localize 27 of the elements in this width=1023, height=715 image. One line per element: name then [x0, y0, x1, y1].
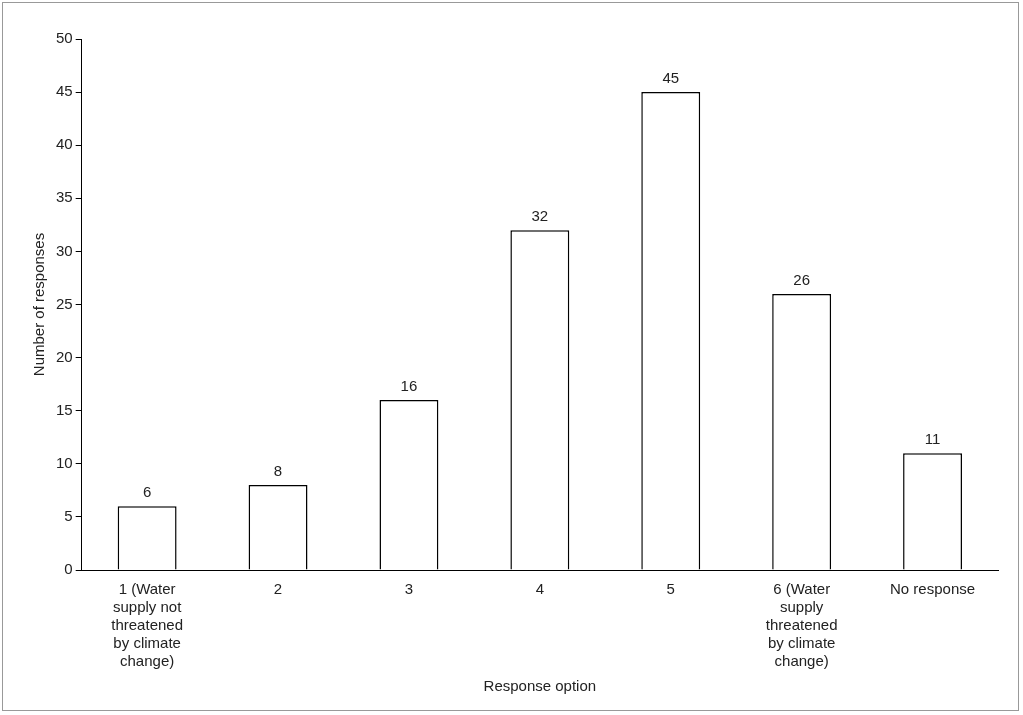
data-label: 8 [273, 461, 283, 479]
y-tick-label: 10 [56, 453, 73, 471]
y-tick-label: 50 [56, 29, 73, 47]
x-tick-label: 5 [666, 580, 675, 598]
data-label: 11 [924, 429, 941, 447]
y-tick-label: 15 [56, 400, 73, 418]
data-label: 45 [662, 68, 680, 86]
data-label: 16 [400, 376, 418, 394]
data-label: 26 [793, 270, 810, 288]
y-tick-label: 20 [56, 347, 73, 365]
y-tick-label: 5 [64, 507, 73, 525]
x-tick-label: 4 [535, 580, 545, 598]
y-tick-label: 0 [64, 560, 73, 578]
x-tick-label: 1 (Water supply not threatened by climate change) [111, 580, 183, 670]
x-tick-label: No response [890, 580, 976, 598]
data-label: 32 [531, 206, 549, 224]
y-axis-title: Number of responses [30, 232, 48, 377]
x-tick-label: 3 [404, 580, 414, 598]
y-tick-label: 40 [56, 135, 73, 153]
x-tick-label: 6 (Water supply threatened by climate change) [765, 580, 838, 670]
x-tick-label: 2 [273, 580, 283, 598]
y-tick-label: 45 [56, 82, 73, 100]
y-tick-label: 30 [56, 241, 73, 259]
data-label: 6 [142, 482, 152, 500]
y-tick-label: 35 [56, 188, 73, 206]
y-tick-label: 25 [56, 294, 73, 312]
x-axis-title: Response option [483, 677, 597, 695]
